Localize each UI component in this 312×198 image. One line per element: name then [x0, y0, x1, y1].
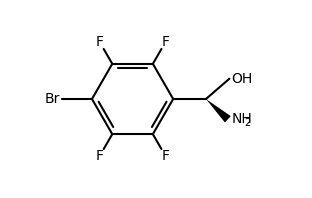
Text: Br: Br	[45, 92, 60, 106]
Text: F: F	[96, 35, 104, 49]
Text: NH: NH	[232, 112, 252, 126]
Text: 2: 2	[244, 118, 250, 128]
Text: F: F	[162, 35, 169, 49]
Text: OH: OH	[232, 72, 253, 86]
Polygon shape	[206, 99, 231, 122]
Text: F: F	[96, 149, 104, 163]
Text: F: F	[162, 149, 169, 163]
